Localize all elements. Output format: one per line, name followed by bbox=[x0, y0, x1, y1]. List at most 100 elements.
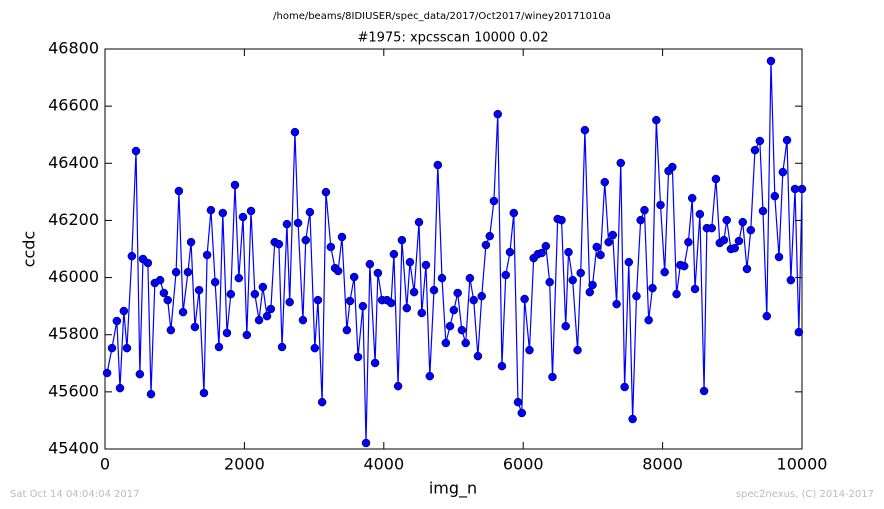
data-point bbox=[445, 321, 455, 331]
data-point bbox=[417, 308, 427, 318]
data-point bbox=[746, 225, 756, 235]
data-point bbox=[317, 397, 327, 407]
data-point bbox=[742, 264, 752, 274]
data-point bbox=[786, 275, 796, 285]
data-point bbox=[596, 250, 605, 260]
data-point bbox=[414, 217, 424, 227]
data-point bbox=[274, 239, 284, 249]
data-point bbox=[449, 305, 459, 315]
data-point bbox=[389, 249, 399, 259]
data-point bbox=[592, 242, 601, 252]
data-point bbox=[690, 284, 700, 294]
data-point bbox=[277, 342, 287, 352]
data-point bbox=[576, 268, 585, 278]
data-point bbox=[573, 345, 582, 355]
data-point bbox=[461, 338, 470, 348]
data-point bbox=[561, 321, 570, 331]
data-point bbox=[477, 291, 486, 301]
data-point bbox=[242, 330, 252, 340]
data-point bbox=[119, 306, 129, 316]
data-point bbox=[505, 247, 515, 257]
data-point bbox=[234, 273, 244, 283]
data-point bbox=[687, 193, 697, 203]
data-point bbox=[146, 389, 156, 399]
data-point bbox=[258, 282, 268, 292]
data-point bbox=[122, 343, 132, 353]
y-tick-label: 46400 bbox=[48, 153, 99, 172]
y-tick-label: 45600 bbox=[48, 381, 99, 400]
data-point bbox=[457, 325, 467, 335]
x-tick-label: 2000 bbox=[224, 455, 265, 474]
data-point bbox=[770, 191, 780, 201]
data-point bbox=[545, 277, 554, 287]
data-point bbox=[421, 260, 431, 270]
data-point bbox=[409, 287, 419, 297]
data-point bbox=[310, 343, 320, 353]
data-point bbox=[370, 358, 380, 368]
data-point bbox=[178, 307, 188, 317]
data-point bbox=[722, 215, 731, 225]
data-point bbox=[493, 109, 503, 119]
data-point bbox=[520, 294, 529, 304]
data-point bbox=[762, 311, 772, 321]
data-point bbox=[644, 315, 653, 325]
data-point bbox=[774, 252, 784, 262]
x-tick-label: 0 bbox=[100, 455, 110, 474]
data-point bbox=[361, 438, 371, 448]
data-point bbox=[548, 372, 557, 382]
y-tick-label: 46200 bbox=[48, 210, 99, 229]
data-point bbox=[183, 267, 193, 277]
data-point bbox=[640, 205, 649, 215]
chart-title: #1975: xpcsscan 10000 0.02 bbox=[357, 31, 548, 46]
data-point bbox=[509, 208, 519, 218]
data-point bbox=[345, 296, 355, 306]
data-point bbox=[365, 259, 375, 269]
data-point bbox=[174, 186, 184, 196]
data-point bbox=[636, 215, 645, 225]
data-line bbox=[106, 60, 803, 444]
y-tick-label: 45400 bbox=[48, 439, 99, 458]
data-point bbox=[513, 397, 523, 407]
data-point bbox=[600, 177, 609, 187]
data-point bbox=[730, 243, 739, 253]
data-point bbox=[214, 342, 224, 352]
data-point bbox=[632, 291, 641, 301]
footer-credit: spec2nexus, (C) 2014-2017 bbox=[736, 489, 874, 500]
data-point bbox=[238, 212, 248, 222]
data-point bbox=[358, 301, 368, 311]
data-point bbox=[163, 295, 172, 305]
data-point bbox=[349, 272, 359, 282]
data-point bbox=[425, 371, 435, 381]
data-point bbox=[608, 230, 618, 240]
data-point bbox=[131, 146, 141, 156]
data-point bbox=[585, 287, 595, 297]
data-point bbox=[628, 414, 637, 424]
data-point bbox=[734, 236, 744, 246]
data-point bbox=[437, 273, 447, 283]
y-tick-label: 46600 bbox=[48, 96, 99, 115]
data-point bbox=[262, 311, 272, 321]
data-point bbox=[143, 258, 153, 268]
data-point bbox=[766, 56, 776, 66]
data-point bbox=[429, 285, 439, 295]
data-point bbox=[604, 237, 613, 247]
data-point bbox=[755, 136, 765, 146]
data-point bbox=[541, 241, 551, 251]
plot-frame bbox=[104, 48, 803, 450]
x-tick-label: 10000 bbox=[777, 455, 828, 474]
data-point bbox=[202, 250, 212, 260]
y-tick-label: 46000 bbox=[48, 267, 99, 286]
data-point bbox=[171, 267, 181, 277]
data-point bbox=[624, 257, 634, 267]
data-point bbox=[707, 223, 716, 233]
data-point bbox=[473, 351, 483, 361]
data-point bbox=[695, 209, 705, 219]
data-point bbox=[155, 275, 165, 285]
data-point bbox=[699, 386, 709, 396]
data-point bbox=[782, 135, 792, 145]
data-point bbox=[326, 242, 336, 252]
data-point bbox=[353, 352, 363, 362]
data-point bbox=[719, 235, 729, 245]
data-point bbox=[373, 268, 383, 278]
